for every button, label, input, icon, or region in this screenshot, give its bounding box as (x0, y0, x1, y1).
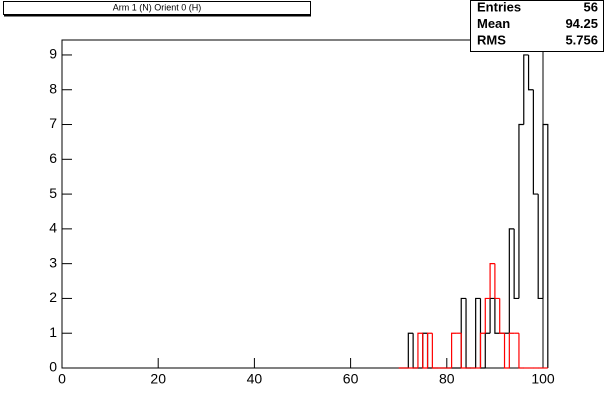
histogram-bin (407, 332, 414, 368)
y-tick-label: 0 (49, 359, 57, 375)
y-tick-label: 2 (49, 289, 57, 305)
stat-value: 94.25 (565, 16, 598, 31)
stat-value: 56 (584, 0, 598, 14)
histogram-bin (426, 333, 433, 369)
histogram-bin (417, 332, 423, 368)
histogram-bin (494, 263, 500, 300)
histogram-bin (508, 228, 515, 334)
histogram-bin (489, 263, 495, 299)
y-tick-label: 1 (49, 324, 57, 340)
histogram-bin (431, 333, 438, 369)
histogram-bin (518, 123, 524, 299)
histogram-bin (460, 333, 467, 369)
histogram-bin (422, 332, 428, 368)
x-tick-label: 20 (150, 371, 166, 387)
histogram-bin (479, 332, 486, 368)
histogram-bin (460, 297, 467, 368)
y-tick-label: 4 (49, 220, 57, 236)
plot-frame (61, 39, 544, 369)
stat-label: RMS (477, 32, 506, 47)
stat-value: 5.756 (565, 32, 598, 47)
histogram-bin (542, 123, 549, 368)
y-tick-label: 5 (49, 185, 57, 201)
y-tick-label: 8 (49, 80, 57, 96)
histogram-bin (532, 89, 539, 195)
histogram-bin (465, 298, 471, 369)
x-tick-label: 0 (58, 371, 66, 387)
histogram-bin (451, 332, 457, 368)
stat-label: Entries (477, 0, 521, 14)
histogram-bin (412, 333, 418, 369)
y-tick-label: 7 (49, 115, 57, 131)
histogram-bin (508, 332, 515, 368)
x-tick-label: 40 (247, 371, 263, 387)
histogram-bin (503, 333, 510, 369)
histogram-bin (527, 54, 534, 91)
y-tick-label: 9 (49, 46, 57, 62)
histogram-bin (489, 297, 495, 334)
stats-box: Entries 56 Mean 94.25 RMS 5.756 (470, 0, 604, 52)
x-tick-label: 60 (343, 371, 359, 387)
stats-frame (470, 0, 604, 52)
histogram-bin (513, 228, 519, 300)
y-tick-label: 6 (49, 150, 57, 166)
histogram-bin (537, 194, 543, 300)
x-tick-label: 100 (531, 371, 555, 387)
histogram-bin (518, 333, 524, 369)
histogram-bin (499, 298, 505, 334)
histogram-bin (422, 333, 428, 369)
histogram-bin (494, 298, 500, 334)
x-tick-label: 80 (439, 371, 455, 387)
histogram-bin (426, 332, 433, 368)
histogram-bin (484, 297, 491, 334)
histogram-bin (523, 54, 529, 125)
histogram-bin (484, 332, 491, 368)
histogram-bin (475, 297, 481, 368)
stat-label: Mean (477, 16, 510, 31)
y-tick-label: 3 (49, 254, 57, 270)
chart-title: Arm 1 (N) Orient 0 (H) (113, 2, 202, 12)
